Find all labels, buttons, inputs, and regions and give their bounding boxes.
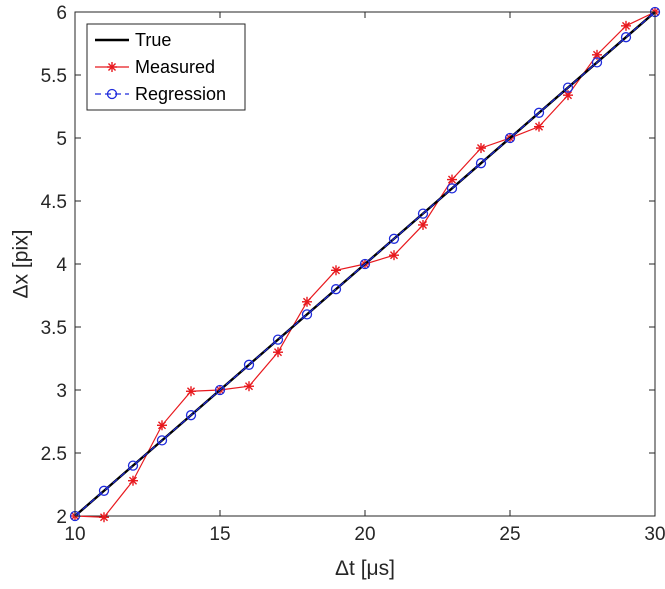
x-tick-label: 15: [209, 524, 230, 545]
data-point-regression: [127, 460, 139, 471]
data-point-measured: [418, 219, 428, 230]
data-point-regression: [620, 32, 632, 43]
y-tick-label: 5: [56, 129, 67, 150]
data-point-regression: [156, 435, 168, 446]
legend-label-regression: Regression: [135, 84, 226, 104]
data-point-measured: [331, 265, 341, 276]
data-point-measured: [157, 420, 167, 431]
y-tick-label: 4.5: [41, 192, 67, 213]
y-axis-label: Δx [pix]: [10, 230, 33, 299]
data-point-measured: [99, 512, 109, 523]
data-point-regression: [301, 309, 313, 320]
data-point-regression: [562, 82, 574, 93]
data-point-regression: [417, 208, 429, 219]
data-point-regression: [504, 132, 516, 144]
data-point-measured: [244, 381, 254, 392]
data-point-measured: [534, 121, 544, 132]
y-tick-label: 2: [56, 507, 67, 528]
legend-marker-measured: [107, 62, 117, 72]
data-point-regression: [98, 485, 110, 496]
x-axis-label: Δt [μs]: [335, 557, 395, 580]
legend: True Measured Regression: [86, 23, 246, 111]
y-tick-label: 6: [56, 3, 67, 24]
tick-layer: 10 15 20 25 30 2 2.5 3 3.5 4 4.5 5 5.5 6: [41, 3, 665, 545]
legend-entry-true: True: [95, 30, 171, 50]
data-point-regression: [185, 410, 197, 421]
data-point-measured: [621, 20, 631, 31]
data-point-regression: [243, 359, 255, 370]
y-tick-label: 5.5: [41, 66, 67, 87]
data-point-measured: [128, 475, 138, 486]
x-tick-label: 10: [64, 524, 85, 545]
data-point-measured: [389, 250, 399, 261]
data-point-regression: [591, 57, 603, 68]
legend-marker-regression: [106, 88, 118, 100]
data-point-regression: [214, 384, 226, 396]
x-tick-label: 30: [644, 524, 665, 545]
legend-entry-measured: Measured: [95, 57, 215, 77]
x-tick-label: 25: [499, 524, 520, 545]
data-point-measured: [186, 386, 196, 397]
series-line-regression: [74, 11, 656, 517]
y-tick-label: 3: [56, 381, 67, 402]
x-tick-label: 20: [354, 524, 375, 545]
data-point-measured: [447, 174, 457, 185]
y-tick-label: 2.5: [41, 444, 67, 465]
series-layer: [69, 6, 661, 523]
data-point-regression: [388, 233, 400, 244]
data-point-regression: [475, 158, 487, 169]
legend-entry-regression: Regression: [95, 84, 226, 104]
legend-label-true: True: [135, 30, 171, 50]
data-point-measured: [302, 296, 312, 307]
legend-label-measured: Measured: [135, 57, 215, 77]
data-point-regression: [446, 183, 458, 194]
y-tick-label: 3.5: [41, 318, 67, 339]
data-point-measured: [273, 347, 283, 358]
data-point-regression: [330, 284, 342, 295]
data-point-regression: [359, 258, 371, 270]
y-tick-label: 4: [56, 255, 67, 276]
data-point-measured: [476, 143, 486, 154]
data-point-regression: [533, 107, 545, 118]
data-point-regression: [272, 334, 284, 345]
